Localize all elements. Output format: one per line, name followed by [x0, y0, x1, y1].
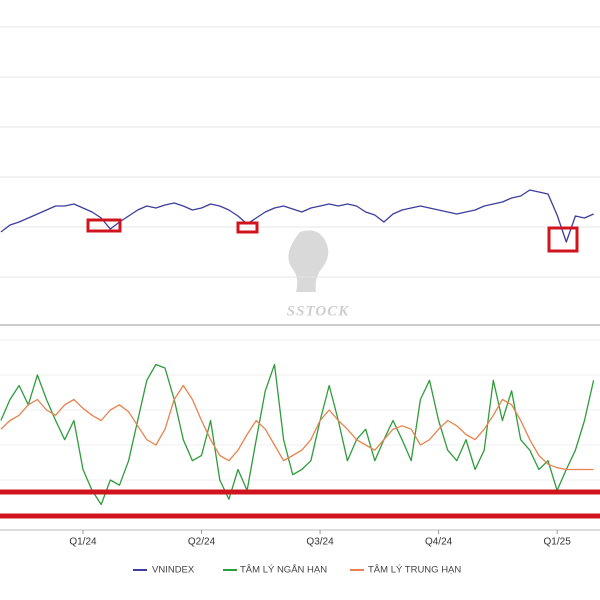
series-line — [0, 384, 594, 471]
annotations — [0, 218, 600, 519]
plots: Q1/24 Q2/24 Q3/24 Q4/24 Q1/25 — [0, 26, 600, 548]
legend-label: TÂM LÝ TRUNG HẠN — [368, 565, 461, 576]
series-line — [0, 363, 595, 506]
x-tick-label: Q2/24 — [188, 537, 216, 548]
x-tick-label: Q4/24 — [425, 537, 453, 548]
x-tick-label: Q3/24 — [306, 537, 334, 548]
watermark: SSTOCK — [287, 303, 349, 319]
legend: VNINDEX TÂM LÝ NGẮN HẠN TÂM LÝ TRUNG HẠN — [133, 565, 461, 576]
highlight-box — [86, 218, 122, 233]
x-tick-label: Q1/24 — [69, 537, 97, 548]
highlight-box — [236, 221, 259, 234]
x-tick-label: Q1/25 — [544, 537, 572, 548]
series-line — [0, 189, 594, 243]
legend-label: VNINDEX — [152, 565, 195, 576]
legend-label: TÂM LÝ NGẮN HẠN — [240, 565, 327, 576]
highlight-box — [547, 226, 579, 253]
